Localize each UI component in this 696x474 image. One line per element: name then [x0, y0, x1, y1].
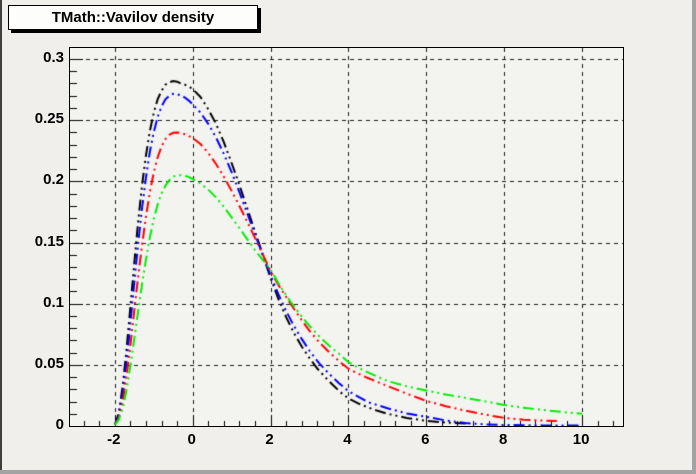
page-title: TMath::Vavilov density	[51, 9, 215, 26]
x-axis-tick-label: 10	[572, 431, 590, 448]
y-axis-tick-label: 0.15	[34, 232, 64, 250]
y-axis-tick-label: 0.3	[43, 49, 64, 66]
x-axis-tick-label: 0	[187, 431, 196, 448]
x-axis-tick-label: -2	[107, 431, 121, 448]
canvas-left-border	[0, 0, 2, 474]
plot-area-canvas	[70, 48, 623, 426]
plot-frame	[69, 47, 624, 427]
x-axis-tick-label: 8	[499, 431, 508, 448]
title-pave: TMath::Vavilov density	[8, 5, 258, 30]
y-axis-tick-label: 0.05	[34, 354, 64, 372]
y-axis-tick-label: 0.1	[43, 293, 64, 311]
y-axis-tick-label: 0	[55, 416, 64, 433]
y-axis-tick-label: 0.2	[43, 171, 64, 189]
x-axis-tick-label: 6	[421, 431, 430, 448]
canvas-bottom-shadow	[0, 470, 696, 474]
x-axis-tick-label: 4	[343, 431, 352, 448]
x-axis-tick-label: 2	[265, 431, 274, 448]
canvas-right-shadow	[692, 0, 696, 474]
y-axis-tick-label: 0.25	[34, 110, 64, 128]
